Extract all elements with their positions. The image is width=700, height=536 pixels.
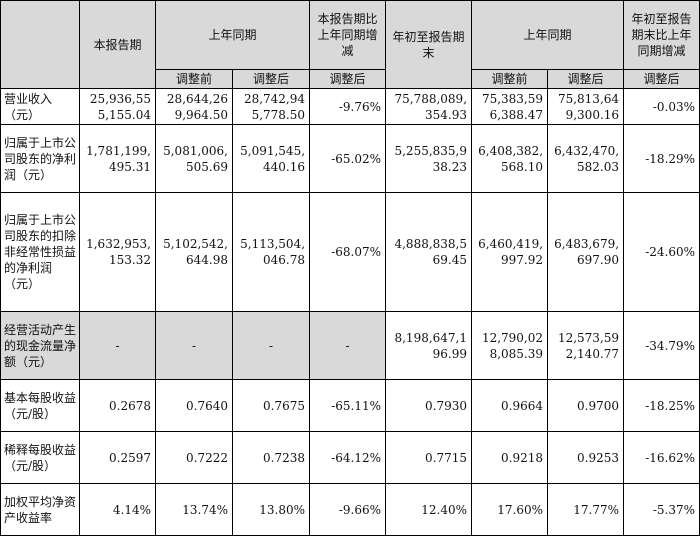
- cell: 0.9253: [547, 431, 625, 484]
- cell: 8,198,647,196.99: [385, 311, 473, 380]
- header-yoy-change: 本报告期比上年同期增减: [309, 0, 387, 70]
- cell: 5,091,545,440.16: [231, 124, 311, 193]
- cell: 25,936,555,155.04: [79, 88, 156, 125]
- table-row: 归属于上市公司股东的净利润（元） 1,781,199,495.31 5,081,…: [0, 124, 700, 193]
- cell: 0.7715: [385, 431, 473, 484]
- header-after-adj: 调整后: [623, 69, 700, 89]
- table-row: 营业收入（元） 25,936,555,155.04 28,644,269,964…: [0, 88, 700, 125]
- cell: -: [79, 311, 156, 380]
- table-row: 归属于上市公司股东的扣除非经常性损益的净利润（元） 1,632,953,153.…: [0, 192, 700, 312]
- header-before-adj: 调整前: [471, 69, 549, 89]
- cell: 12,790,028,085.39: [471, 311, 549, 380]
- cell: 0.9700: [547, 379, 625, 432]
- cell: -0.03%: [623, 88, 700, 125]
- header-ytd-change: 年初至报告期末比上年同期增减: [623, 0, 700, 70]
- cell: 6,483,679,697.90: [547, 192, 625, 312]
- cell: 0.7675: [231, 379, 311, 432]
- cell: 0.7222: [155, 431, 233, 484]
- cell: -68.07%: [309, 192, 387, 312]
- cell: -: [309, 311, 387, 380]
- header-before-adj: 调整前: [155, 69, 233, 89]
- row-label: 营业收入（元）: [0, 88, 80, 125]
- table-row: 基本每股收益（元/股） 0.2678 0.7640 0.7675 -65.11%…: [0, 379, 700, 432]
- cell: 5,113,504,046.78: [231, 192, 311, 312]
- cell: 0.9664: [471, 379, 549, 432]
- cell: 4.14%: [79, 483, 156, 536]
- cell: 1,781,199,495.31: [79, 124, 156, 193]
- cell: 13.80%: [231, 483, 311, 536]
- cell: 0.7930: [385, 379, 473, 432]
- cell: -16.62%: [623, 431, 700, 484]
- row-label: 归属于上市公司股东的扣除非经常性损益的净利润（元）: [0, 192, 80, 312]
- header-prior-period: 上年同期: [154, 0, 311, 70]
- cell: 6,460,419,997.92: [471, 192, 549, 312]
- cell: 0.7640: [155, 379, 233, 432]
- cell: -65.02%: [309, 124, 387, 193]
- cell: -18.29%: [623, 124, 700, 193]
- header-ytd: 年初至报告期末: [385, 0, 473, 89]
- cell: 1,632,953,153.32: [79, 192, 156, 312]
- header-after-adj: 调整后: [231, 69, 311, 89]
- cell: -64.12%: [309, 431, 387, 484]
- cell: 12.40%: [385, 483, 473, 536]
- cell: 5,081,006,505.69: [155, 124, 233, 193]
- cell: 12,573,592,140.77: [547, 311, 625, 380]
- cell: 75,383,596,388.47: [471, 88, 549, 125]
- cell: -65.11%: [309, 379, 387, 432]
- cell: 0.2597: [79, 431, 156, 484]
- cell: 5,255,835,938.23: [385, 124, 473, 193]
- table-row: 经营活动产生的现金流量净额（元） - - - - 8,198,647,196.9…: [0, 311, 700, 380]
- cell: 4,888,838,569.45: [385, 192, 473, 312]
- cell: -9.76%: [309, 88, 387, 125]
- header-corner: [0, 0, 80, 89]
- header-after-adj: 调整后: [547, 69, 625, 89]
- row-label: 稀释每股收益（元/股）: [0, 431, 80, 484]
- header-after-adj: 调整后: [309, 69, 387, 89]
- cell: -5.37%: [623, 483, 700, 536]
- cell: 17.77%: [547, 483, 625, 536]
- row-label: 加权平均净资产收益率: [0, 483, 80, 536]
- table-row: 稀释每股收益（元/股） 0.2597 0.7222 0.7238 -64.12%…: [0, 431, 700, 484]
- cell: 13.74%: [155, 483, 233, 536]
- cell: 0.7238: [231, 431, 311, 484]
- cell: -34.79%: [623, 311, 700, 380]
- cell: -18.25%: [623, 379, 700, 432]
- cell: 28,644,269,964.50: [155, 88, 233, 125]
- table-row: 加权平均净资产收益率 4.14% 13.74% 13.80% -9.66% 12…: [0, 483, 700, 536]
- cell: 0.2678: [79, 379, 156, 432]
- cell: -24.60%: [623, 192, 700, 312]
- cell: 6,408,382,568.10: [471, 124, 549, 193]
- cell: 28,742,945,778.50: [231, 88, 311, 125]
- cell: -: [155, 311, 233, 380]
- cell: 6,432,470,582.03: [547, 124, 625, 193]
- cell: 0.9218: [471, 431, 549, 484]
- cell: 17.60%: [471, 483, 549, 536]
- row-label: 归属于上市公司股东的净利润（元）: [0, 124, 80, 193]
- cell: 75,788,089,354.93: [385, 88, 473, 125]
- cell: -9.66%: [309, 483, 387, 536]
- row-label: 基本每股收益（元/股）: [0, 379, 80, 432]
- header-prior-ytd: 上年同期: [471, 0, 625, 70]
- cell: 75,813,649,300.16: [547, 88, 625, 125]
- cell: -: [231, 311, 311, 380]
- row-label: 经营活动产生的现金流量净额（元）: [0, 311, 80, 380]
- cell: 5,102,542,644.98: [155, 192, 233, 312]
- header-period: 本报告期: [79, 0, 156, 89]
